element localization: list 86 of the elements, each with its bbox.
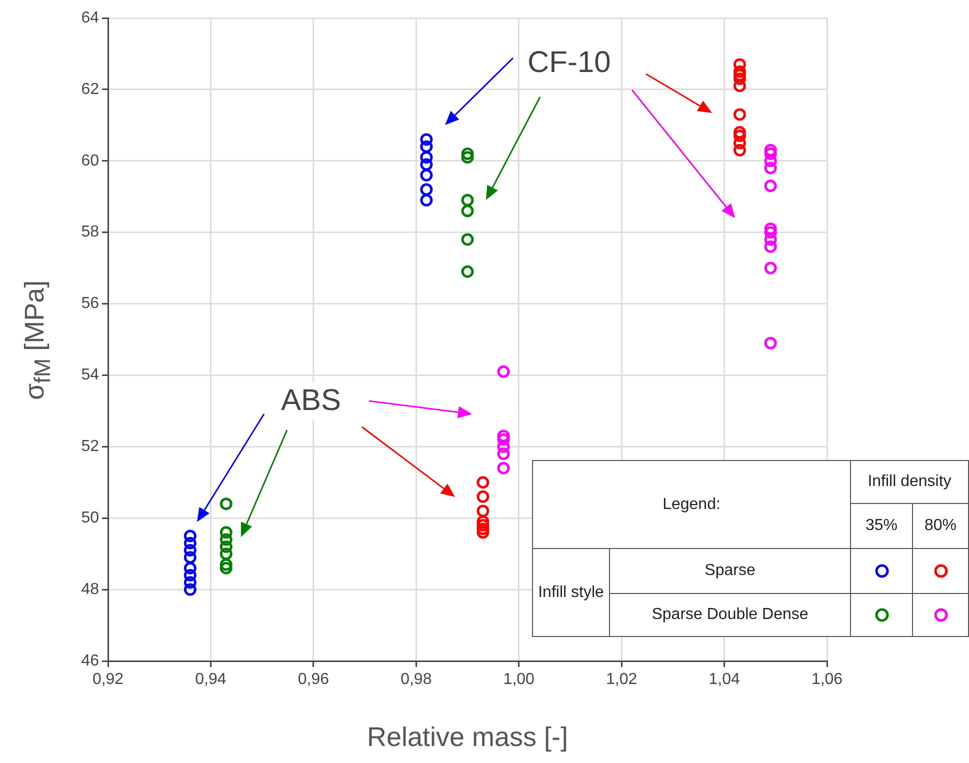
- point: [764, 180, 777, 192]
- point: [476, 526, 490, 539]
- x-tick-label: 0,92: [92, 671, 124, 688]
- point: [764, 336, 777, 350]
- point: [184, 562, 196, 574]
- point: [764, 147, 777, 160]
- point: [733, 126, 746, 139]
- annotation: Sparse: [610, 548, 850, 594]
- point: [461, 265, 474, 278]
- x-tick-label: 0,94: [195, 671, 226, 688]
- y-tick-label: 60: [81, 152, 100, 170]
- point: [497, 430, 510, 442]
- point: [420, 168, 433, 182]
- point: [220, 548, 232, 560]
- point: [764, 144, 777, 156]
- y-tick-label: 58: [81, 224, 100, 241]
- point: [420, 158, 433, 171]
- point: [461, 151, 474, 164]
- text: Infill density: [850, 460, 968, 504]
- point: [420, 183, 433, 196]
- point: [764, 262, 777, 274]
- point: [764, 240, 777, 253]
- annotation: ABS: [273, 382, 350, 420]
- x-axis-title: Relative mass [-]: [367, 722, 568, 753]
- point: [733, 65, 746, 78]
- point: [497, 433, 510, 446]
- point: [497, 365, 510, 378]
- point: [220, 498, 232, 510]
- point: [461, 204, 474, 218]
- point: [476, 504, 490, 518]
- point: [497, 440, 510, 453]
- x-tick-label: 0,98: [400, 671, 432, 688]
- point: [184, 576, 196, 589]
- y-tick-label: 48: [81, 580, 100, 598]
- y-tick-label: 54: [81, 366, 100, 384]
- point: [733, 58, 746, 71]
- point: [733, 136, 746, 150]
- point: [420, 194, 433, 206]
- y-tick-label: 56: [81, 295, 100, 312]
- point: [420, 151, 433, 164]
- point: [733, 72, 746, 85]
- annotation: Sparse Double Dense: [610, 594, 850, 636]
- point: [733, 108, 746, 121]
- point: [764, 222, 777, 236]
- point: [220, 558, 232, 571]
- point: [497, 462, 510, 474]
- point: [476, 490, 490, 503]
- y-tick-label: 46: [81, 652, 100, 670]
- point: [184, 544, 196, 557]
- point: [420, 133, 433, 146]
- annotation: Legend:: [532, 460, 850, 548]
- point: [764, 154, 777, 168]
- point: [184, 569, 196, 582]
- point: [461, 194, 474, 206]
- point: [764, 226, 777, 239]
- point: [733, 130, 746, 142]
- point: [461, 147, 474, 160]
- point: [764, 233, 777, 246]
- point: [184, 583, 196, 596]
- point: [220, 562, 232, 574]
- point: [184, 551, 196, 564]
- point: [184, 536, 196, 550]
- y-tick-label: 62: [81, 80, 100, 98]
- point: [476, 476, 490, 489]
- point: [764, 162, 777, 174]
- x-tick-label: 0,96: [298, 671, 330, 688]
- point: [220, 526, 232, 539]
- text: 80%: [912, 504, 968, 548]
- point: [733, 144, 746, 156]
- annotation: CF-10: [520, 44, 619, 82]
- x-tick-label: 1,02: [606, 671, 638, 688]
- x-tick-label: 1,04: [708, 671, 740, 688]
- y-tick-label: 64: [81, 9, 100, 26]
- point: [220, 540, 232, 553]
- point: [497, 448, 510, 460]
- y-tick-label: 50: [81, 510, 100, 527]
- y-tick-label: 52: [81, 438, 100, 456]
- x-tick-label: 1,06: [811, 671, 843, 688]
- point: [461, 233, 474, 246]
- point: [184, 530, 196, 542]
- x-tick-label: 1,00: [503, 671, 535, 688]
- point: [220, 533, 232, 546]
- point: [733, 80, 746, 92]
- annotation: Infill style: [532, 548, 610, 636]
- point: [420, 140, 433, 153]
- text: 35%: [850, 504, 912, 548]
